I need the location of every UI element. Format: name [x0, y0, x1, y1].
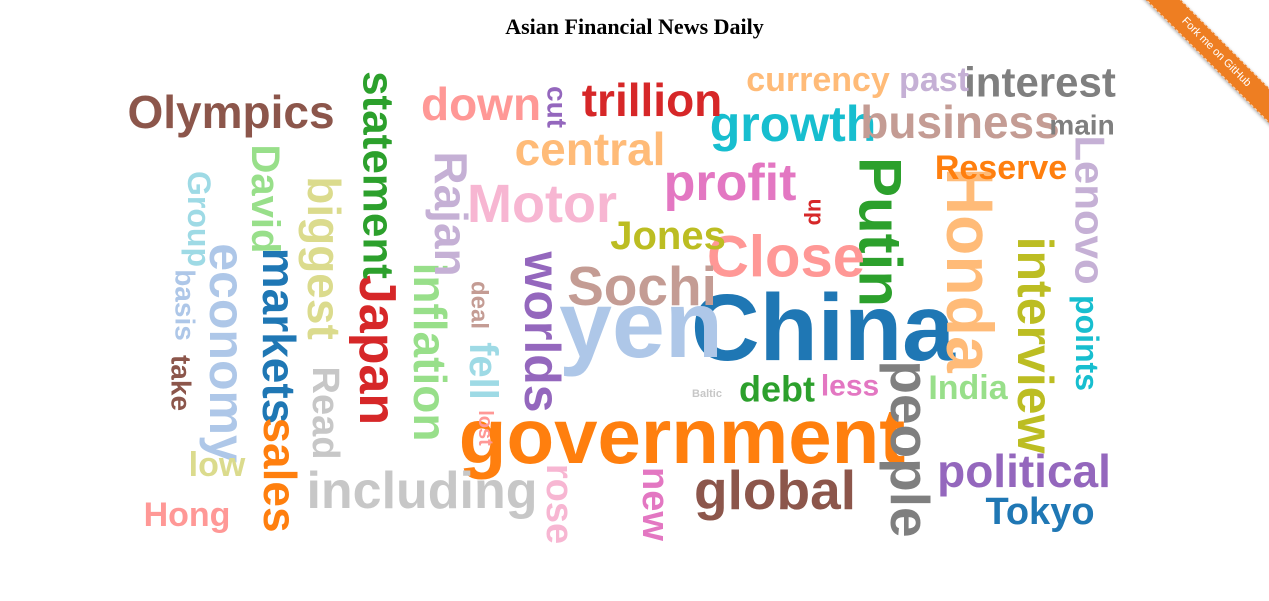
cloud-word-new: new [634, 467, 676, 541]
cloud-word-low: low [189, 446, 246, 484]
cloud-word-japan: Japan [348, 275, 406, 425]
cloud-word-close: Close [707, 225, 865, 290]
cloud-word-group: Group [181, 171, 217, 267]
cloud-word-fell: fell [461, 342, 505, 400]
page-title: Asian Financial News Daily [505, 14, 764, 39]
cloud-word-jones: Jones [610, 214, 726, 258]
cloud-word-profit: profit [664, 154, 797, 212]
cloud-word-debt: debt [739, 369, 815, 410]
cloud-word-including: including [306, 462, 537, 520]
cloud-word-read: Read [304, 367, 346, 460]
cloud-word-past: past [899, 61, 969, 99]
cloud-word-hong: Hong [144, 496, 231, 534]
cloud-word-sochi: Sochi [567, 255, 717, 317]
cloud-word-currency: currency [746, 61, 890, 99]
fork-on-github-ribbon[interactable]: Fork me on GitHub [1132, 0, 1269, 136]
cloud-word-markets: markets [253, 248, 305, 424]
cloud-word-olympics: Olympics [127, 86, 334, 138]
cloud-word-central: central [515, 123, 666, 175]
cloud-word-government: government [459, 392, 905, 480]
cloud-word-global: global [694, 459, 856, 521]
cloud-word-tokyo: Tokyo [985, 491, 1094, 533]
cloud-word-motor: Motor [467, 174, 617, 234]
cloud-word-political: political [937, 445, 1111, 497]
cloud-word-take: take [166, 355, 197, 411]
cloud-word-sales: sales [254, 417, 306, 532]
cloud-word-lenovo: Lenovo [1067, 135, 1114, 284]
cloud-word-india: India [928, 369, 1008, 407]
cloud-word-main: main [1049, 110, 1114, 141]
cloud-word-cut: cut [542, 86, 573, 128]
cloud-word-economy: economy [199, 243, 255, 463]
cloud-word-baltic: Baltic [692, 388, 722, 400]
cloud-word-rose: rose [538, 464, 580, 544]
github-ribbon-container: Fork me on GitHub [1119, 0, 1269, 150]
cloud-word-lost: lost [474, 410, 496, 446]
cloud-word-business: business [860, 96, 1059, 148]
cloud-word-putin: Putin [847, 157, 914, 307]
cloud-word-china: China [691, 275, 956, 381]
cloud-word-reserve: Reserve [935, 149, 1067, 187]
cloud-word-less: less [821, 370, 879, 403]
cloud-word-trillion: trillion [582, 74, 723, 126]
cloud-word-david: David [243, 145, 287, 254]
cloud-word-interest: interest [964, 59, 1116, 106]
cloud-word-people: people [879, 360, 941, 537]
cloud-word-interview: interview [1007, 237, 1063, 454]
cloud-word-growth: growth [710, 96, 877, 152]
cloud-word-up: up [804, 199, 829, 226]
cloud-word-statement: statement [354, 71, 403, 279]
cloud-word-deal: deal [466, 281, 493, 329]
cloud-word-biggest: biggest [298, 176, 350, 340]
cloud-word-points: points [1069, 295, 1105, 391]
cloud-word-worlds: worlds [514, 250, 570, 412]
cloud-word-inflation: inflation [404, 263, 456, 442]
cloud-word-yen: yen [559, 272, 723, 378]
cloud-word-basis: basis [170, 269, 201, 341]
cloud-word-down: down [421, 78, 541, 130]
cloud-word-rajan: Rajan [425, 151, 477, 276]
cloud-word-honda: Honda [933, 167, 1007, 374]
